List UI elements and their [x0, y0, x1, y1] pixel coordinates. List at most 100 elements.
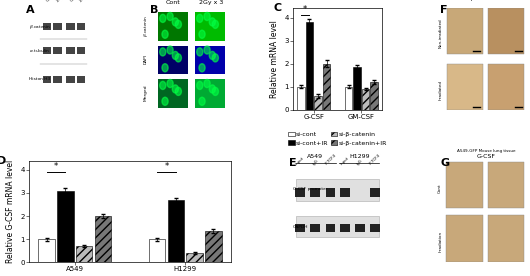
Text: *: * — [303, 5, 307, 14]
Bar — [370, 82, 378, 110]
Bar — [295, 224, 305, 232]
Text: Cont: Cont — [46, 0, 55, 3]
Bar — [38, 239, 55, 262]
Bar — [296, 216, 379, 237]
Circle shape — [209, 51, 215, 60]
Bar — [370, 224, 380, 232]
Circle shape — [175, 20, 181, 28]
Bar — [306, 22, 313, 110]
Text: DAPI: DAPI — [144, 54, 148, 64]
Circle shape — [209, 85, 215, 93]
Text: A549-GFP Mouse lung tissue: A549-GFP Mouse lung tissue — [457, 148, 515, 153]
Text: B: B — [150, 5, 158, 15]
Bar — [345, 87, 352, 110]
Bar — [76, 246, 92, 262]
Bar — [54, 76, 62, 83]
Bar — [447, 8, 482, 54]
Circle shape — [162, 30, 168, 38]
Bar — [447, 64, 482, 110]
Bar — [355, 224, 365, 232]
Bar — [297, 87, 305, 110]
Bar — [296, 179, 379, 201]
Bar — [187, 253, 203, 262]
Circle shape — [197, 81, 203, 89]
Bar — [325, 188, 335, 197]
Bar — [362, 89, 369, 110]
Text: 2Gy x 3: 2Gy x 3 — [199, 0, 224, 5]
Bar — [340, 224, 350, 232]
Circle shape — [160, 14, 166, 22]
Bar — [340, 188, 350, 197]
Bar — [311, 188, 320, 197]
Text: $\beta$-catenin: $\beta$-catenin — [142, 14, 150, 37]
Circle shape — [167, 79, 173, 87]
Text: IP-TCF4: IP-TCF4 — [368, 153, 381, 166]
Text: Input: Input — [295, 156, 305, 166]
Circle shape — [212, 20, 218, 28]
Bar — [57, 191, 74, 262]
Bar — [66, 76, 75, 83]
Bar — [167, 200, 184, 262]
Circle shape — [167, 46, 173, 54]
Bar — [43, 23, 51, 30]
Text: *: * — [54, 162, 58, 171]
Text: D: D — [0, 156, 6, 166]
Bar — [157, 79, 188, 108]
Text: Input: Input — [340, 156, 350, 166]
Bar — [354, 67, 361, 110]
Circle shape — [199, 64, 205, 72]
Bar — [77, 47, 85, 54]
Bar — [149, 239, 165, 262]
Text: G: G — [440, 158, 449, 168]
Text: 2Gy X 3: 2Gy X 3 — [56, 0, 70, 3]
Bar — [488, 64, 524, 110]
Bar — [314, 96, 322, 110]
Circle shape — [160, 48, 166, 56]
Text: A: A — [26, 5, 35, 15]
Bar — [43, 47, 51, 54]
Bar — [43, 76, 51, 83]
Text: G-CSF: G-CSF — [476, 154, 496, 159]
Circle shape — [160, 81, 166, 89]
Bar — [446, 162, 482, 208]
Circle shape — [212, 87, 218, 95]
Text: IP-TCF4: IP-TCF4 — [324, 153, 337, 166]
Text: C: C — [273, 3, 281, 13]
Bar — [205, 231, 222, 262]
Circle shape — [204, 46, 210, 54]
Legend: si-cont, si-cont+IR, si-β-catenin, si-β-catenin+IR: si-cont, si-cont+IR, si-β-catenin, si-β-… — [288, 131, 387, 146]
Circle shape — [162, 64, 168, 72]
Text: 2Gy X 3: 2Gy X 3 — [80, 0, 94, 3]
Bar — [54, 47, 62, 54]
Text: E: E — [289, 158, 296, 168]
Circle shape — [199, 30, 205, 38]
Text: Cont: Cont — [69, 0, 79, 3]
Bar — [195, 46, 225, 74]
Bar — [195, 79, 225, 108]
Bar — [370, 188, 380, 197]
Y-axis label: Relative mRNA level: Relative mRNA level — [270, 20, 279, 98]
Bar — [195, 12, 225, 41]
Text: F: F — [440, 5, 448, 15]
Circle shape — [172, 51, 179, 60]
Bar — [488, 216, 524, 262]
Bar — [488, 8, 524, 54]
Y-axis label: Relative G-CSF mRNA level: Relative G-CSF mRNA level — [6, 160, 15, 263]
Bar — [54, 23, 62, 30]
Text: Histon H3: Histon H3 — [29, 77, 50, 81]
Circle shape — [172, 85, 179, 93]
Bar — [77, 76, 85, 83]
Circle shape — [167, 12, 173, 20]
Bar — [66, 47, 75, 54]
Circle shape — [209, 18, 215, 26]
Circle shape — [204, 12, 210, 20]
Text: A549: A549 — [307, 154, 323, 159]
Bar — [77, 23, 85, 30]
Bar — [295, 188, 305, 197]
Text: H1299: H1299 — [349, 154, 370, 159]
Text: Merged: Merged — [144, 84, 148, 101]
Bar — [66, 23, 75, 30]
Text: $\beta$-catenin: $\beta$-catenin — [29, 23, 51, 31]
Bar — [95, 216, 111, 262]
Circle shape — [175, 87, 181, 95]
